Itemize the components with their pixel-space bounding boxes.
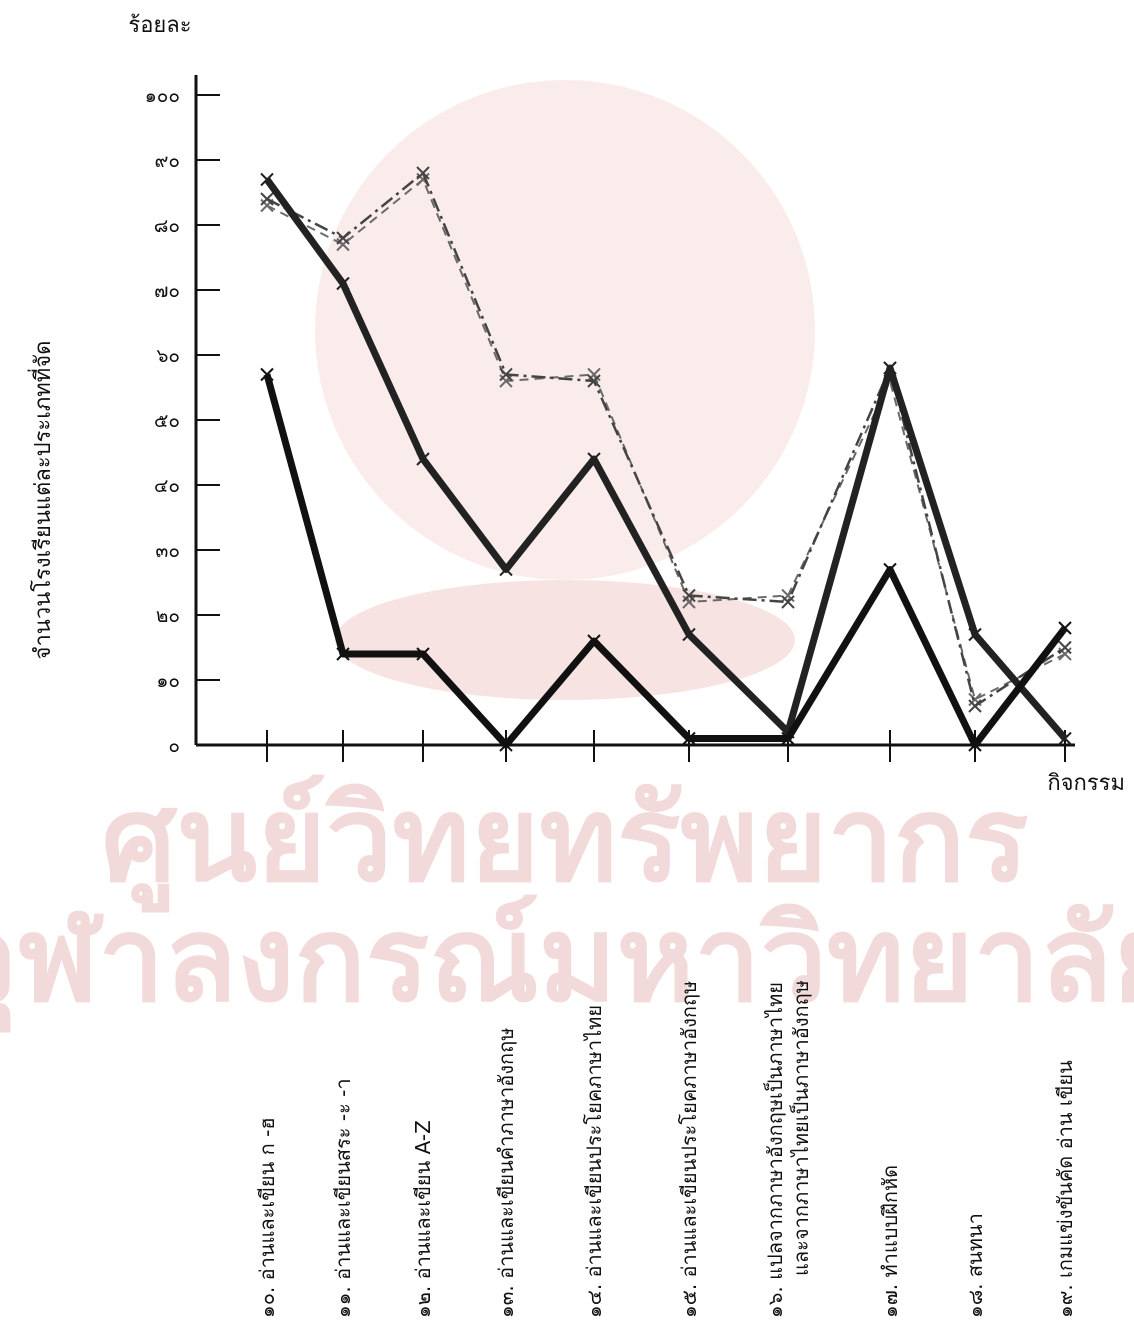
y-tick-label: ๒๐	[156, 605, 180, 627]
series-line	[264, 177, 1068, 741]
category-labels: ๑๐. อ่านและเขียน ก -ฮ ๑๑. อ่านและเขียนสระ…	[255, 980, 1077, 1318]
data-point	[499, 367, 513, 382]
category-label-text: ๑๖. แปลจากภาษาอังกฤษเป็นภาษาไทย	[762, 982, 787, 1318]
category-label: ๑๔. อ่านและเขียนประโยคภาษาไทย	[582, 1005, 606, 1318]
data-point	[260, 367, 274, 382]
data-point	[587, 367, 601, 382]
data-point	[968, 738, 982, 752]
category-label: ๑๘. สนทนา	[963, 1213, 987, 1318]
y-tick-label: ๙๐	[154, 150, 180, 172]
series-line	[266, 171, 1066, 708]
category-label: ๑๑. อ่านและเขียนสระ -ะ -า	[331, 1078, 355, 1318]
category-label-text: ๑๐. อ่านและเขียน ก -ฮ	[255, 1117, 279, 1318]
data-point	[682, 595, 696, 609]
category-label-text: ๑๓. อ่านและเขียนคำภาษาอังกฤษ	[494, 1028, 518, 1318]
data-point	[336, 231, 350, 245]
category-label: ๑๗. ทำแบบฝึกหัด	[878, 1165, 902, 1318]
data-point	[499, 374, 513, 388]
data-point	[968, 627, 982, 642]
y-tick-label: ๗๐	[154, 280, 180, 302]
data-point	[968, 699, 982, 713]
data-point	[781, 731, 795, 746]
category-label-text: ๑๔. อ่านและเขียนประโยคภาษาไทย	[582, 1005, 606, 1318]
data-point	[260, 172, 274, 187]
x-axis-title: กิจกรรม	[1047, 771, 1125, 796]
category-label-text: ๑๗. ทำแบบฝึกหัด	[878, 1165, 902, 1318]
data-point	[883, 361, 897, 375]
data-point	[587, 452, 601, 466]
category-label-text: ๑๒. อ่านและเขียน A-Z	[411, 1120, 435, 1318]
data-point	[499, 738, 513, 752]
watermark-emblem-base	[335, 580, 795, 700]
category-label-text: ๑๙. เกมแข่งขันคัด อ่าน เขียน	[1053, 1060, 1077, 1318]
data-point	[336, 237, 350, 252]
category-label: ๑๒. อ่านและเขียน A-Z	[411, 1120, 435, 1318]
watermark-line-1: ศูนย์วิทยทรัพยากร	[101, 770, 1028, 913]
data-point	[682, 731, 696, 746]
data-point	[587, 374, 601, 388]
data-point	[336, 276, 350, 291]
watermark-emblem	[315, 80, 815, 580]
series-group	[260, 166, 1072, 752]
y-ticks: ๐ ๑๐ ๒๐ ๓๐ ๔๐ ๕๐ ๖๐ ๗๐ ๘๐ ๙๐ ๑๐๐	[145, 85, 220, 757]
data-point	[587, 634, 601, 648]
watermark: ศูนย์วิทยทรัพยากร จุฬาลงกรณ์มหาวิทยาลัย	[0, 80, 1134, 1033]
data-point	[1058, 647, 1072, 661]
data-point	[416, 166, 430, 180]
data-point	[1058, 640, 1072, 655]
data-point	[682, 627, 696, 642]
side-label: จำนวนโรงเรียนแต่ละประเภทที่จัด	[27, 341, 56, 660]
data-point	[781, 595, 795, 609]
data-point	[260, 192, 274, 206]
y-tick-label: ๖๐	[156, 345, 180, 367]
y-axis-title: ร้อยละ	[128, 13, 191, 38]
series-line	[266, 178, 1066, 701]
category-label-text: ๑๕. อ่านและเขียนประโยคภาษาอังกฤษ	[677, 981, 701, 1318]
category-label: ๑๖. แปลจากภาษาอังกฤษเป็นภาษาไทย และจากภาษ…	[762, 980, 813, 1318]
data-point	[1058, 731, 1072, 746]
watermark-line-2: จุฬาลงกรณ์มหาวิทยาลัย	[0, 890, 1134, 1033]
y-tick-label: ๑๐	[156, 670, 180, 692]
data-point	[416, 452, 430, 466]
category-label-text: ๑๘. สนทนา	[963, 1213, 987, 1318]
data-point	[336, 647, 350, 661]
series-line	[263, 373, 1068, 749]
category-label: ๑๓. อ่านและเขียนคำภาษาอังกฤษ	[494, 1028, 518, 1318]
y-tick-label: ๕๐	[154, 410, 180, 432]
y-tick-label: ๑๐๐	[145, 85, 180, 107]
data-point	[499, 562, 513, 577]
data-point	[416, 647, 430, 661]
category-label-text: ๑๑. อ่านและเขียนสระ -ะ -า	[331, 1078, 355, 1318]
category-label: ๑๐. อ่านและเขียน ก -ฮ	[255, 1117, 279, 1318]
data-point	[883, 562, 897, 577]
data-point	[682, 588, 696, 603]
y-tick-label: ๓๐	[155, 540, 180, 562]
category-label: ๑๙. เกมแข่งขันคัด อ่าน เขียน	[1053, 1060, 1077, 1318]
data-point	[1058, 621, 1072, 635]
y-tick-label: ๐	[168, 735, 180, 757]
x-ticks	[266, 730, 1066, 762]
category-label-text: และจากภาษาไทยเป็นภาษาอังกฤษ	[788, 980, 813, 1276]
y-tick-label: ๔๐	[154, 475, 180, 497]
y-tick-label: ๘๐	[154, 215, 180, 237]
category-label: ๑๕. อ่านและเขียนประโยคภาษาอังกฤษ	[677, 981, 701, 1318]
